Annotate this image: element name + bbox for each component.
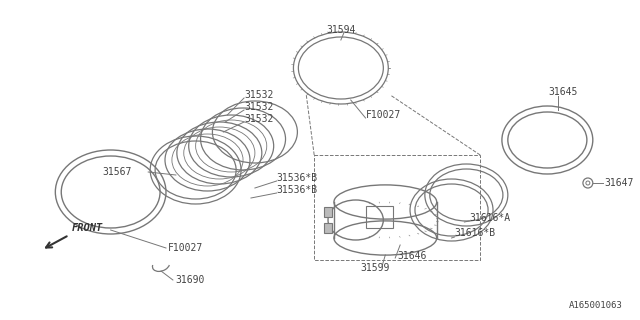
Text: 31690: 31690 [175, 275, 204, 285]
Text: 31532: 31532 [244, 114, 273, 124]
Text: 31616*A: 31616*A [469, 213, 511, 223]
Text: 31536*B: 31536*B [276, 173, 318, 183]
Text: 31647: 31647 [605, 178, 634, 188]
Bar [365, 206, 393, 228]
Text: 31599: 31599 [360, 263, 390, 273]
Text: 31532: 31532 [244, 102, 273, 112]
Bar [314, 155, 480, 260]
Bar [324, 207, 332, 217]
Text: 31536*B: 31536*B [276, 185, 318, 195]
Text: 31645: 31645 [548, 87, 578, 97]
Text: F10027: F10027 [168, 243, 204, 253]
Text: 31616*B: 31616*B [454, 228, 495, 238]
Text: 31567: 31567 [102, 167, 131, 177]
Text: FRONT: FRONT [72, 223, 104, 233]
Text: 31646: 31646 [397, 251, 426, 261]
Text: A165001063: A165001063 [569, 301, 623, 310]
Text: 31532: 31532 [244, 90, 273, 100]
Text: F10027: F10027 [365, 110, 401, 120]
Bar [324, 223, 332, 233]
Text: 31594: 31594 [326, 25, 355, 35]
